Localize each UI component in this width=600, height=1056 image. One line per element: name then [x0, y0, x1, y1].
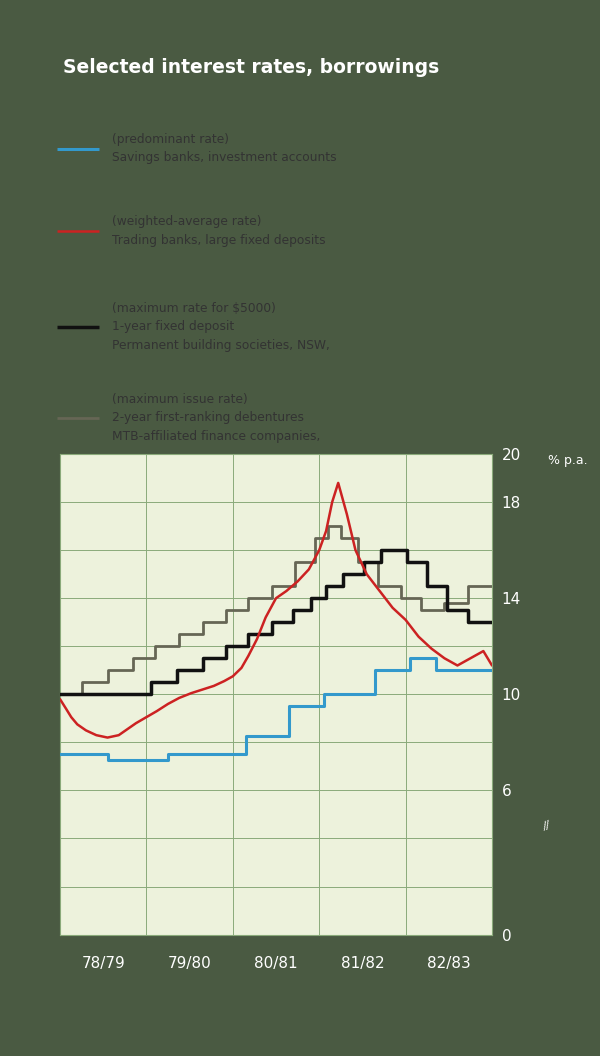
- Text: 79/80: 79/80: [168, 956, 211, 970]
- Text: MTB-affiliated finance companies,: MTB-affiliated finance companies,: [112, 430, 320, 444]
- Text: Savings banks, investment accounts: Savings banks, investment accounts: [112, 151, 336, 165]
- Text: 80/81: 80/81: [254, 956, 298, 970]
- Text: % p.a.: % p.a.: [548, 454, 588, 467]
- Text: (maximum rate for $5000): (maximum rate for $5000): [112, 302, 275, 315]
- Text: (weighted-average rate): (weighted-average rate): [112, 215, 261, 228]
- Text: Selected interest rates, borrowings: Selected interest rates, borrowings: [62, 58, 439, 76]
- Text: 81/82: 81/82: [341, 956, 384, 970]
- Text: 1-year fixed deposit: 1-year fixed deposit: [112, 320, 234, 334]
- Text: 78/79: 78/79: [82, 956, 125, 970]
- Text: Permanent building societies, NSW,: Permanent building societies, NSW,: [112, 339, 329, 353]
- Text: (predominant rate): (predominant rate): [112, 133, 229, 146]
- Text: (maximum issue rate): (maximum issue rate): [112, 393, 247, 406]
- Text: 82/83: 82/83: [427, 956, 470, 970]
- Text: //: //: [542, 821, 552, 832]
- Text: Trading banks, large fixed deposits: Trading banks, large fixed deposits: [112, 233, 325, 247]
- Text: 2-year first-ranking debentures: 2-year first-ranking debentures: [112, 412, 304, 425]
